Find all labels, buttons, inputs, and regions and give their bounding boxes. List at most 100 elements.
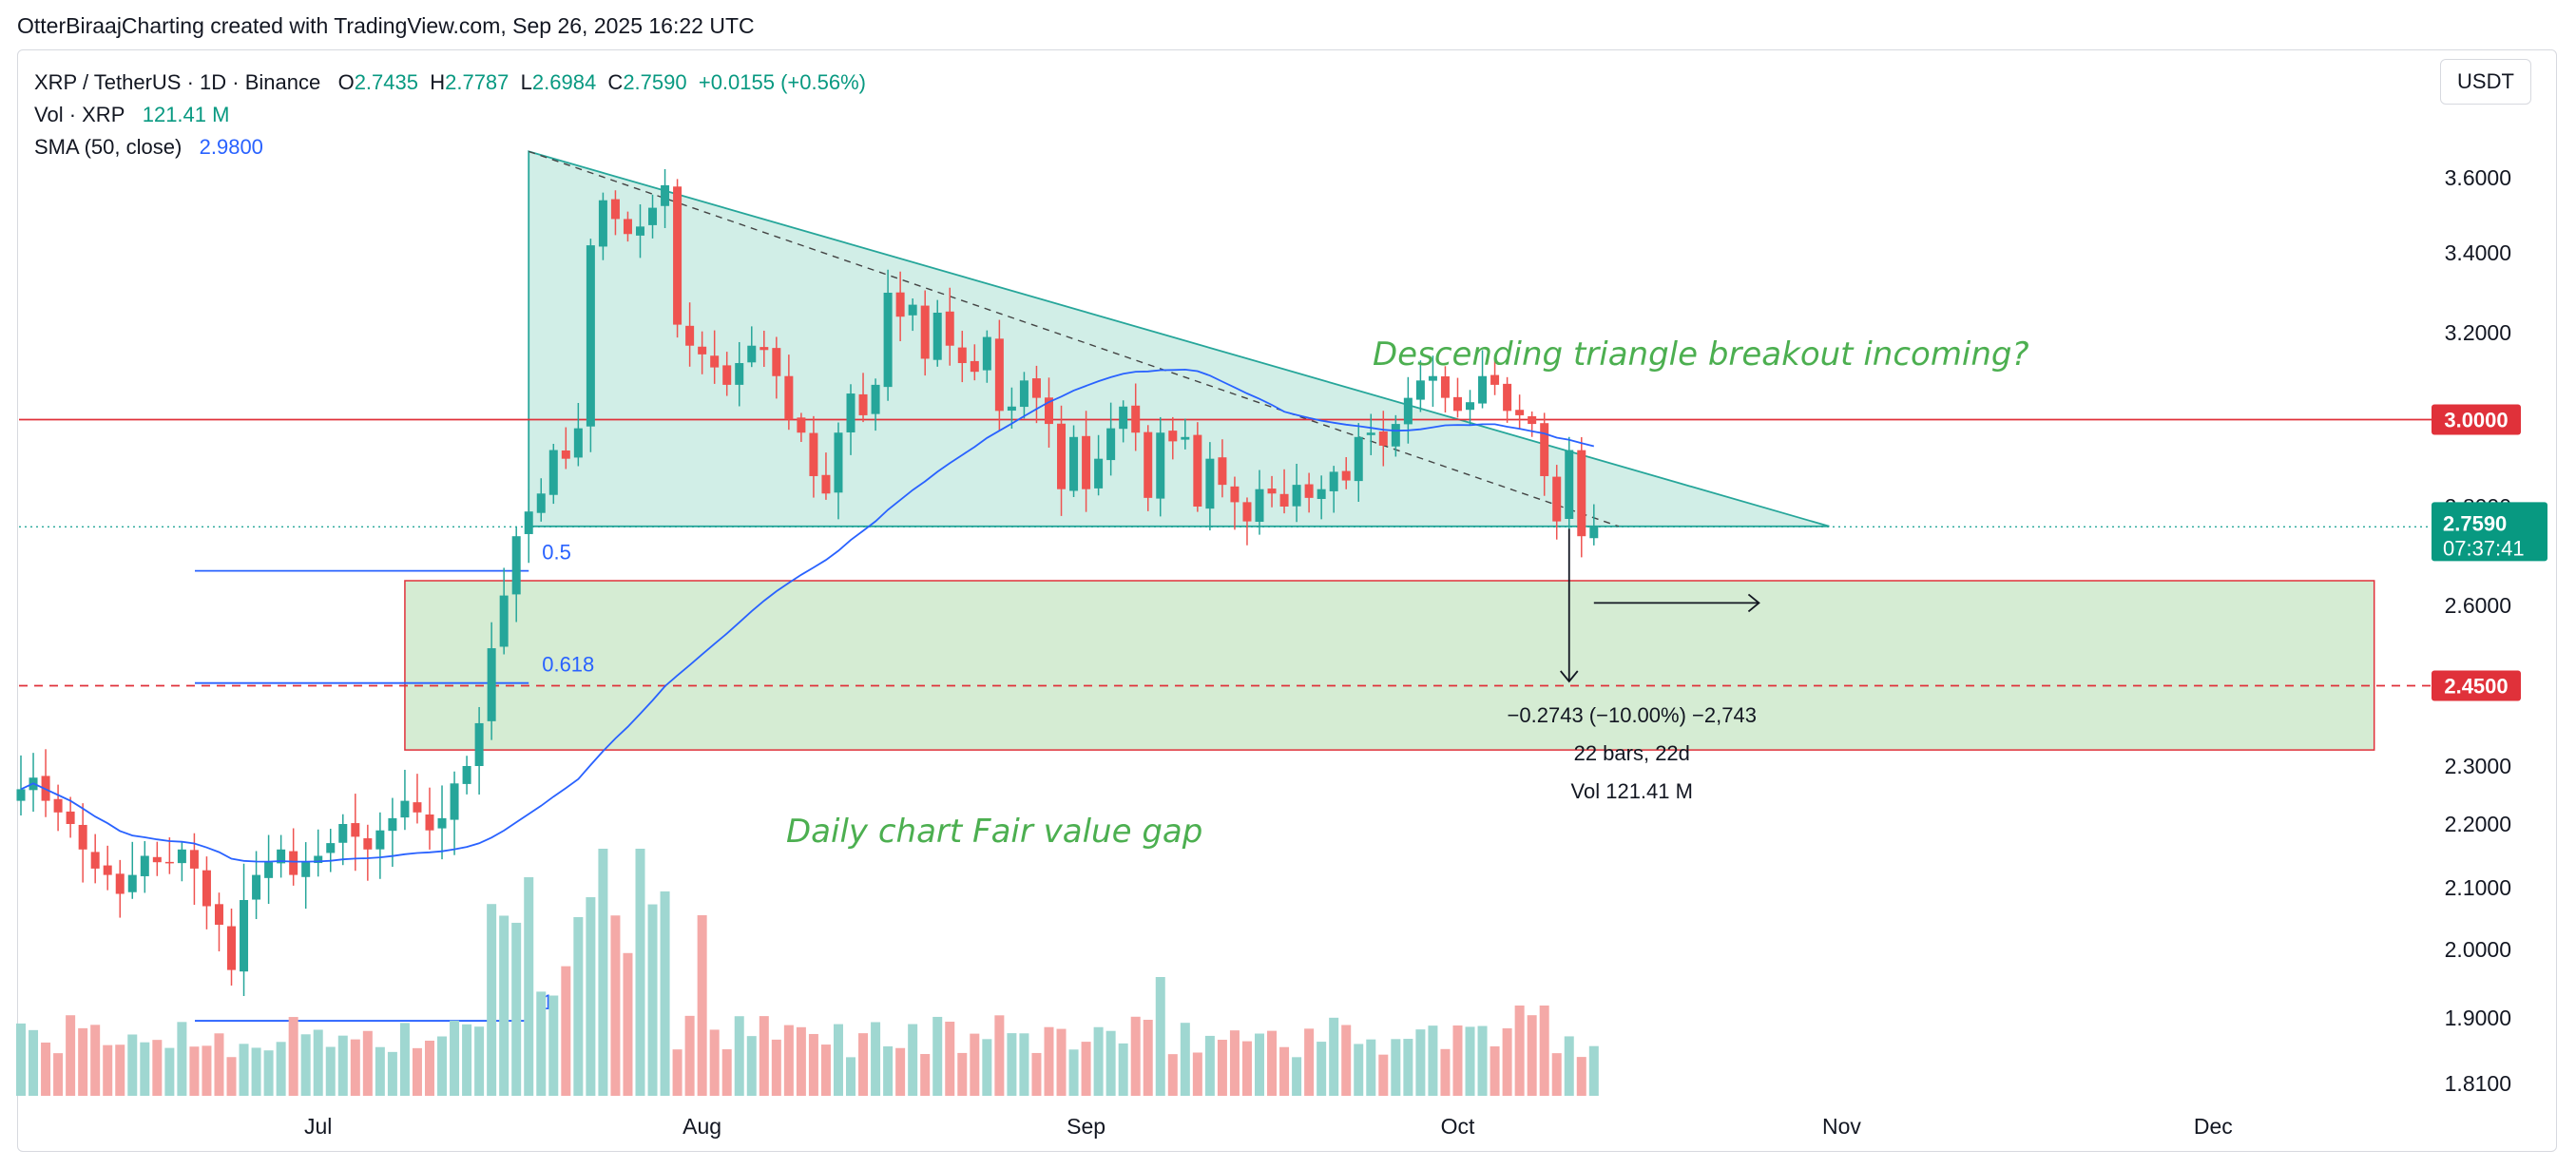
candle — [240, 863, 249, 997]
candle-body — [1242, 502, 1252, 522]
candle — [809, 415, 818, 498]
volume-bar — [66, 1015, 76, 1096]
volume-bar — [276, 1042, 286, 1096]
candle-body — [499, 595, 509, 647]
candle-body — [1440, 376, 1450, 398]
volume-bar — [152, 1040, 163, 1096]
candle-body — [573, 428, 583, 458]
candle-body — [437, 817, 447, 829]
legend-vol-value: 121.41 M — [142, 103, 230, 126]
candle — [1528, 411, 1537, 437]
candle-body — [1391, 424, 1400, 447]
candle — [548, 444, 558, 505]
candle-body — [202, 870, 211, 907]
volume-bar — [994, 1015, 1005, 1096]
candle-body — [1515, 410, 1525, 415]
candle — [1589, 504, 1599, 546]
candle — [1119, 400, 1128, 443]
candle — [1144, 425, 1153, 511]
candle-body — [252, 874, 261, 900]
volume-bar — [1068, 1049, 1079, 1096]
candle-body — [1131, 405, 1141, 433]
candle-body — [1082, 435, 1091, 489]
volume-bar — [920, 1054, 931, 1096]
volume-bar — [945, 1021, 955, 1096]
candle — [1057, 405, 1067, 516]
candle-body — [314, 855, 323, 864]
legend-l-label: L — [520, 70, 532, 94]
candle-body — [164, 861, 174, 864]
candle — [314, 829, 323, 877]
volume-bar — [660, 891, 670, 1096]
candle — [437, 785, 447, 860]
legend-sma-row: SMA (50, close) 2.9800 — [34, 131, 866, 163]
candle — [1193, 422, 1202, 512]
candle-body — [673, 186, 682, 325]
volume-bar — [474, 1026, 485, 1096]
candle-body — [772, 348, 781, 376]
candle-body — [895, 292, 905, 317]
volume-bar — [647, 904, 658, 1096]
candle — [1366, 413, 1375, 455]
volume-bar — [511, 922, 522, 1096]
volume-bar — [895, 1047, 906, 1096]
volume-bar — [29, 1029, 39, 1096]
candle-body — [1144, 431, 1153, 498]
candle — [462, 756, 471, 795]
volume-bar — [127, 1034, 138, 1096]
candle — [16, 755, 26, 816]
candle-body — [648, 207, 658, 225]
y-tick: 1.9000 — [2445, 1006, 2511, 1030]
candle — [1218, 439, 1227, 498]
candle-body — [834, 432, 843, 493]
volume-bar — [412, 1047, 422, 1096]
volume-bar — [202, 1045, 212, 1096]
candle-body — [264, 862, 274, 878]
candle — [450, 771, 459, 855]
volume-bar — [1564, 1036, 1574, 1096]
candle — [1019, 372, 1028, 419]
candle — [1503, 376, 1512, 423]
candle — [1452, 377, 1462, 418]
candle — [375, 812, 385, 879]
volume-bar — [1465, 1026, 1475, 1096]
volume-bar — [561, 966, 571, 1096]
candle-body — [152, 856, 162, 863]
candle — [834, 422, 843, 520]
candle — [982, 330, 991, 383]
volume-bar — [140, 1042, 150, 1096]
candle — [338, 814, 348, 866]
candle — [610, 190, 620, 236]
candle-body — [351, 823, 360, 837]
legend-volume-row: Vol · XRP 121.41 M — [34, 99, 866, 131]
y-tick: 2.6000 — [2445, 593, 2511, 618]
candle-body — [710, 355, 720, 368]
candle-body — [809, 432, 818, 476]
currency-unit-button[interactable]: USDT — [2440, 59, 2531, 105]
candle — [1515, 394, 1525, 429]
candle — [487, 622, 496, 740]
candle-body — [932, 313, 942, 360]
badge-current-price — [2432, 502, 2547, 562]
volume-bar — [90, 1025, 101, 1096]
candle-body — [338, 824, 348, 843]
candle-body — [214, 904, 223, 925]
badge-level-245 — [2432, 670, 2521, 701]
candle — [573, 403, 583, 467]
candle-body — [189, 850, 199, 869]
volume-bar — [350, 1039, 360, 1096]
candle-body — [1019, 380, 1028, 408]
candle — [400, 769, 410, 831]
volume-bar — [1527, 1015, 1537, 1096]
candle — [1565, 436, 1574, 534]
volume-bar — [1279, 1046, 1290, 1096]
candle — [289, 828, 298, 886]
volume-bar — [1130, 1016, 1141, 1096]
candle-body — [1193, 434, 1202, 507]
candle — [152, 841, 162, 876]
candle — [970, 344, 979, 381]
volume-bar — [78, 1027, 88, 1096]
sma-line — [20, 368, 1595, 863]
candle — [127, 841, 137, 899]
